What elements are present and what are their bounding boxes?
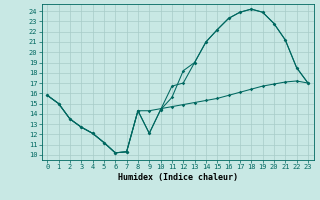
X-axis label: Humidex (Indice chaleur): Humidex (Indice chaleur)	[118, 173, 237, 182]
